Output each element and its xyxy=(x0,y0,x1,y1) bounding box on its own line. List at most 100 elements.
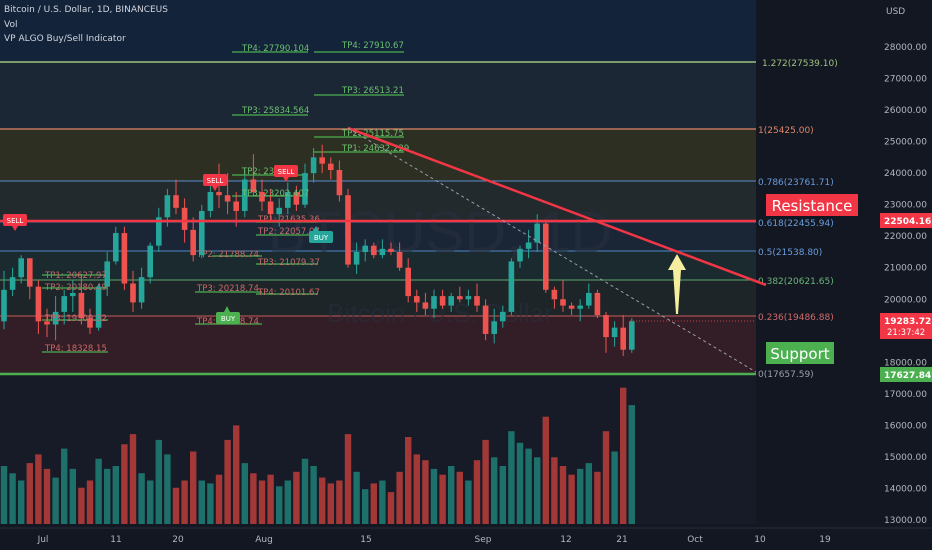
signal-buy-2: BUY xyxy=(216,306,240,324)
time-tick: 11 xyxy=(110,535,121,545)
trendline-red[interactable] xyxy=(347,126,767,287)
candle-body xyxy=(250,179,257,193)
candle-body xyxy=(156,217,162,246)
resistance-annotation: Resistance xyxy=(772,197,853,215)
time-tick: 12 xyxy=(560,535,571,545)
candle-body xyxy=(465,296,472,300)
fib-zone-4 xyxy=(0,181,756,222)
candle-body xyxy=(130,283,136,303)
tp-label: TP2: 25115.75 xyxy=(341,129,404,139)
volume-bar xyxy=(559,466,567,524)
signal-sell-3: SELL xyxy=(274,165,298,182)
volume-bar xyxy=(190,451,197,524)
volume-bar xyxy=(310,466,317,524)
support-annotation-box[interactable] xyxy=(766,342,834,364)
volume-bar xyxy=(9,473,16,524)
candle-body xyxy=(52,311,59,325)
candle-body xyxy=(594,292,601,316)
volume-bar xyxy=(147,480,154,524)
volume-bar xyxy=(233,425,240,524)
candle-body xyxy=(78,292,85,319)
volume-bar xyxy=(396,471,403,524)
trendline-dashed[interactable] xyxy=(347,127,757,373)
time-tick: Oct xyxy=(687,535,703,545)
price-tick: 15000.00 xyxy=(884,453,927,463)
candle-body xyxy=(70,292,76,297)
volume-bar xyxy=(138,473,145,524)
candle-body xyxy=(293,192,300,205)
sell-tag xyxy=(203,174,227,186)
volume-bar xyxy=(327,483,334,524)
indicator-legend[interactable]: VP ALGO Buy/Sell Indicator xyxy=(4,34,126,44)
support-annotation: Support xyxy=(770,345,829,363)
time-axis[interactable]: Jul 11 20 Aug 15 Sep 12 21 Oct 10 19 xyxy=(37,535,831,545)
resistance-price: 22504.16 xyxy=(884,217,931,227)
price-tick: 23000.00 xyxy=(884,201,927,211)
volume-bar xyxy=(456,471,463,524)
candle-body xyxy=(362,245,368,252)
candle-body xyxy=(224,195,231,202)
candle-body xyxy=(18,258,24,278)
price-tick: 28000.00 xyxy=(884,43,927,53)
candle-body xyxy=(525,242,532,249)
fib-label-1272: 1.272(27539.10) xyxy=(762,59,838,69)
volume-bar xyxy=(43,468,51,524)
volume-bar xyxy=(542,416,549,524)
candle-body xyxy=(9,277,16,290)
volume-bar xyxy=(353,471,360,524)
time-axis-bg[interactable] xyxy=(0,528,932,550)
volume-bar xyxy=(267,474,274,524)
resistance-annotation-box[interactable] xyxy=(766,194,858,216)
candle-body xyxy=(173,195,179,208)
volume-bar xyxy=(422,460,429,524)
tp-label: TP3: 25834.564 xyxy=(241,106,309,116)
volume-bar xyxy=(577,468,584,524)
volume-bar xyxy=(155,439,162,524)
fib-label-0382: 0.382(20621.65) xyxy=(758,277,834,287)
volume-bar xyxy=(104,468,111,524)
support-price-tag xyxy=(880,367,932,382)
symbol-title[interactable]: Bitcoin / U.S. Dollar, 1D, BINANCEUS xyxy=(4,5,168,15)
price-axis-bg[interactable] xyxy=(756,0,932,530)
volume-bar xyxy=(293,471,300,524)
buy-tag-pointer xyxy=(224,306,230,312)
candle-body xyxy=(482,305,489,334)
volume-bar xyxy=(387,492,395,524)
current-price: 19283.72 xyxy=(884,317,931,327)
time-tick: Jul xyxy=(37,535,49,545)
volume-bar xyxy=(78,487,85,524)
price-axis[interactable]: 28000.00 27000.00 26000.00 25000.00 24000.00… xyxy=(884,43,927,526)
candle-body xyxy=(27,258,33,287)
candle-body xyxy=(551,289,558,300)
candle-body xyxy=(138,277,145,303)
candle-body xyxy=(388,248,394,252)
volume-legend[interactable]: Vol xyxy=(4,20,18,30)
volume-bar xyxy=(516,442,524,524)
tp-labels-green: TP2: 23134 TP3: 23202.407 TP3: 25834.564… xyxy=(241,41,409,199)
volume-bar xyxy=(198,480,205,524)
tp-label: TP2: 20180.49 xyxy=(44,283,107,293)
volume-bar xyxy=(95,458,102,524)
tp-label: TP3: 23202.407 xyxy=(241,189,309,199)
sell-tag-pointer xyxy=(12,226,18,231)
sell-tag xyxy=(274,165,298,177)
candle-body xyxy=(61,296,67,312)
candle-body xyxy=(629,321,635,350)
sell-tag-pointer xyxy=(283,177,289,182)
sell-tag-label: SELL xyxy=(278,168,295,176)
volume-bar xyxy=(602,431,610,524)
volume-bar xyxy=(224,439,231,524)
volume-bar xyxy=(344,434,352,524)
volume-bar xyxy=(413,454,420,524)
candle-body xyxy=(207,192,214,211)
candle-body xyxy=(457,296,463,300)
tp-label: TP2: 23134 xyxy=(241,167,290,177)
volume-bar xyxy=(215,474,223,524)
volume-bar xyxy=(491,457,498,524)
up-arrow-icon xyxy=(668,254,686,314)
price-tick: 22000.00 xyxy=(884,232,927,242)
bar-countdown: 21:37:42 xyxy=(887,328,925,338)
candle-body xyxy=(164,195,171,218)
candle-body xyxy=(611,327,618,338)
